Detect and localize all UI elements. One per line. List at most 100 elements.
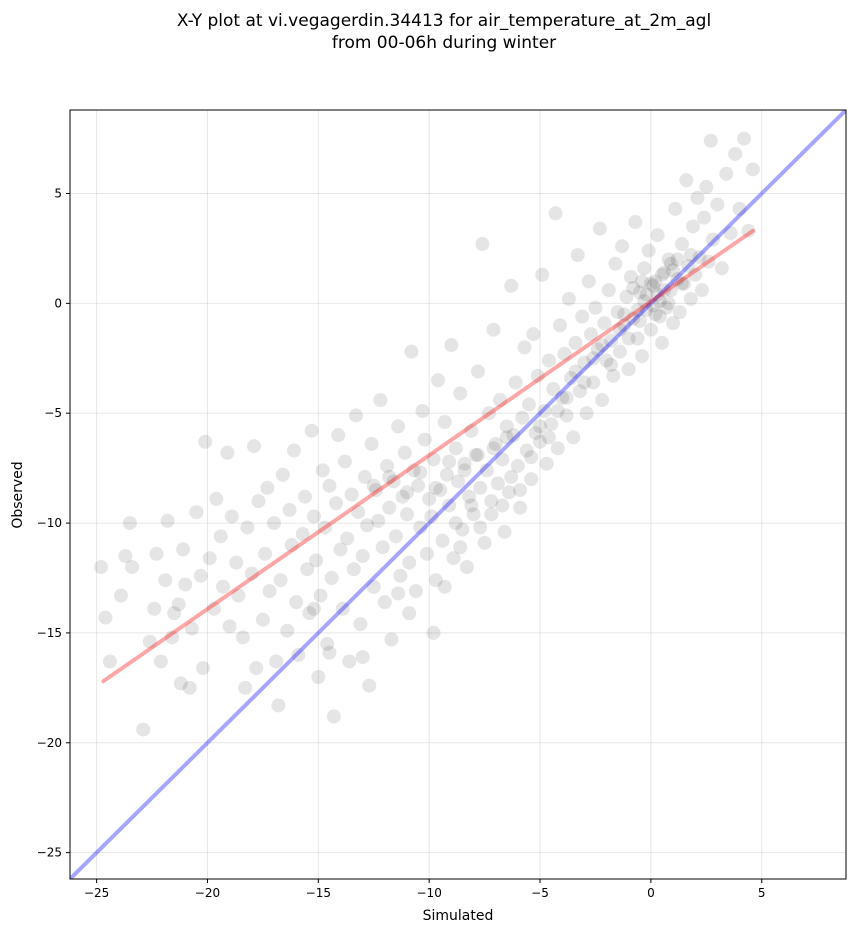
data-point	[470, 364, 485, 379]
data-point	[220, 445, 235, 460]
data-point	[544, 417, 559, 432]
data-point	[526, 327, 541, 342]
data-point	[683, 248, 698, 263]
y-axis-ticks: −25 −20 −15 −10 −5 0 5	[37, 186, 70, 860]
data-point	[595, 338, 610, 353]
data-point	[646, 278, 661, 293]
data-point	[632, 313, 647, 328]
data-point	[626, 311, 641, 326]
data-point	[207, 601, 222, 616]
data-point	[437, 579, 452, 594]
data-point	[435, 533, 450, 548]
data-point	[495, 452, 510, 467]
data-point	[639, 302, 654, 317]
data-point	[499, 419, 514, 434]
data-point	[377, 595, 392, 610]
data-point	[692, 250, 707, 265]
data-point	[732, 201, 747, 216]
data-point	[619, 289, 634, 304]
data-point	[446, 551, 461, 566]
data-point	[559, 408, 574, 423]
data-point	[388, 529, 403, 544]
data-point	[646, 298, 661, 313]
data-point	[164, 630, 179, 645]
data-point	[335, 601, 350, 616]
data-point	[535, 267, 550, 282]
data-point	[125, 560, 140, 575]
data-point	[400, 507, 415, 522]
data-point	[102, 654, 117, 669]
data-point	[209, 491, 224, 506]
data-point	[577, 355, 592, 370]
data-point	[473, 520, 488, 535]
data-point	[608, 256, 623, 271]
data-point	[524, 450, 539, 465]
data-point	[537, 404, 552, 419]
data-point	[510, 458, 525, 473]
data-point	[442, 454, 457, 469]
data-point	[568, 364, 583, 379]
data-point	[311, 669, 326, 684]
data-point	[652, 294, 667, 309]
data-point	[422, 491, 437, 506]
data-point	[437, 414, 452, 429]
data-point	[504, 278, 519, 293]
data-point	[745, 162, 760, 177]
data-point	[271, 698, 286, 713]
data-point	[648, 274, 663, 289]
data-point	[499, 430, 514, 445]
data-point	[258, 546, 273, 561]
data-point	[428, 573, 443, 588]
data-point	[515, 410, 530, 425]
data-point	[247, 439, 262, 454]
data-point	[659, 300, 674, 315]
data-point	[231, 588, 246, 603]
data-point	[189, 505, 204, 520]
data-point	[674, 237, 689, 252]
data-point	[672, 305, 687, 320]
data-point	[635, 274, 650, 289]
data-point	[588, 300, 603, 315]
data-point	[371, 513, 386, 528]
data-point	[455, 522, 470, 537]
data-point	[346, 562, 361, 577]
data-point	[304, 423, 319, 438]
data-point	[621, 331, 636, 346]
data-point	[486, 322, 501, 337]
data-point	[393, 568, 408, 583]
data-point	[240, 520, 255, 535]
data-point	[635, 349, 650, 364]
data-point	[697, 210, 712, 225]
data-point	[484, 494, 499, 509]
data-point	[315, 463, 330, 478]
data-point	[610, 305, 625, 320]
data-point	[317, 520, 332, 535]
data-point	[559, 390, 574, 405]
data-point	[196, 661, 211, 676]
data-point	[666, 316, 681, 331]
data-point	[561, 291, 576, 306]
data-point	[657, 265, 672, 280]
data-point	[546, 382, 561, 397]
data-point	[710, 197, 725, 212]
data-point	[404, 344, 419, 359]
data-point	[113, 588, 128, 603]
data-point	[360, 518, 375, 533]
data-point	[592, 221, 607, 236]
data-point	[663, 256, 678, 271]
data-point	[353, 617, 368, 632]
data-point	[373, 393, 388, 408]
data-point	[643, 322, 658, 337]
data-point	[331, 428, 346, 443]
data-point	[484, 507, 499, 522]
data-point	[244, 566, 259, 581]
data-point	[351, 505, 366, 520]
data-point	[406, 463, 421, 478]
data-point	[419, 546, 434, 561]
data-point	[595, 393, 610, 408]
data-point	[533, 419, 548, 434]
data-point	[284, 538, 299, 553]
data-point	[539, 456, 554, 471]
data-point	[98, 610, 113, 625]
